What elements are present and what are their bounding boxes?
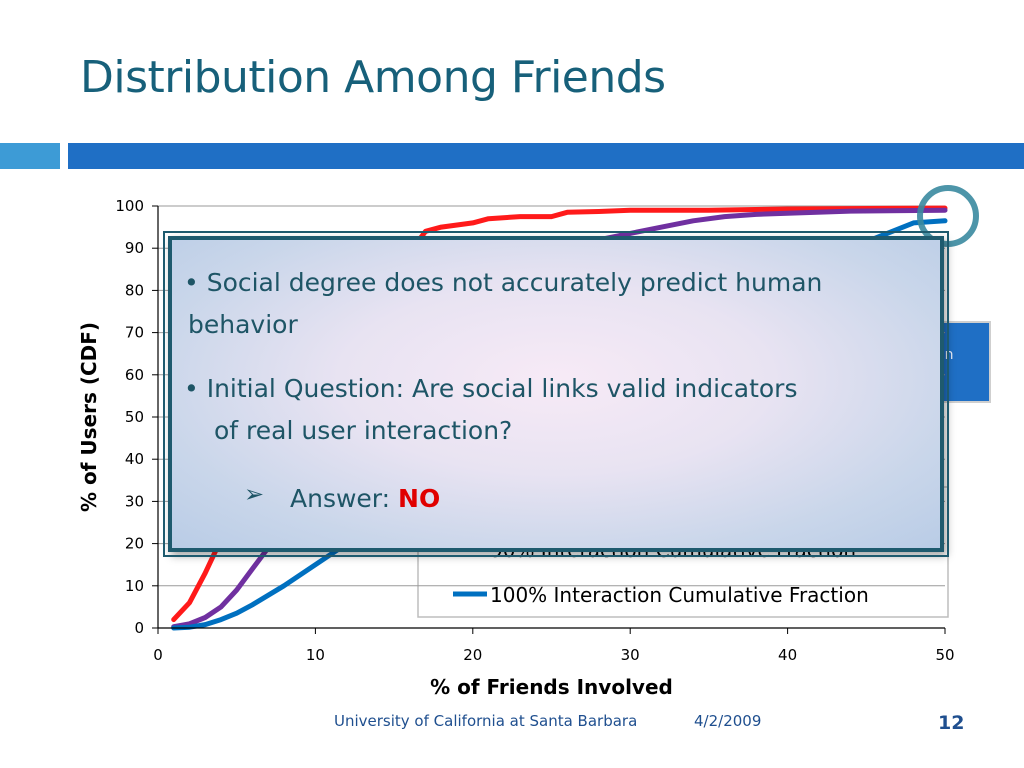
y-tick-label: 100 <box>115 197 144 215</box>
legend-label-blue: 100% Interaction Cumulative Fraction <box>490 583 869 607</box>
bullet-1-text: Social degree does not accurately predic… <box>206 268 823 297</box>
y-tick-label: 30 <box>125 492 144 510</box>
x-axis-title: % of Friends Involved <box>430 675 673 699</box>
x-tick-label: 10 <box>306 646 325 664</box>
x-tick-label: 0 <box>153 646 163 664</box>
callout-box: • Social degree does not accurately pred… <box>163 231 949 557</box>
arrow-bullet-icon: ➢ <box>244 480 265 508</box>
y-tick-label: 10 <box>125 577 144 595</box>
answer-value: NO <box>398 484 441 513</box>
y-tick-label: 80 <box>125 281 144 299</box>
bullet-2-line-1: • Initial Question: Are social links val… <box>184 374 798 403</box>
x-tick-label: 20 <box>463 646 482 664</box>
slide-title: Distribution Among Friends <box>80 52 666 103</box>
y-tick-label: 40 <box>125 450 144 468</box>
y-tick-label: 60 <box>125 366 144 384</box>
y-tick-label: 0 <box>134 619 144 637</box>
x-tick-label: 30 <box>621 646 640 664</box>
bullet-1-line-2: behavior <box>188 310 298 339</box>
bullet-1-line-1: • Social degree does not accurately pred… <box>184 268 823 297</box>
bullet-2-text: Initial Question: Are social links valid… <box>206 374 798 403</box>
x-tick-label: 50 <box>935 646 954 664</box>
y-tick-label: 70 <box>125 324 144 342</box>
y-tick-label: 90 <box>125 239 144 257</box>
y-axis-title: % of Users (CDF) <box>77 322 101 512</box>
header-accent-bar-left <box>0 143 60 169</box>
highlight-ring <box>917 185 979 247</box>
y-tick-label: 50 <box>125 408 144 426</box>
y-tick-label: 20 <box>125 535 144 553</box>
footer-organization: University of California at Santa Barbar… <box>334 712 638 730</box>
x-tick-label: 40 <box>778 646 797 664</box>
bullet-2-line-2: of real user interaction? <box>214 416 513 445</box>
header-accent-bar-right <box>68 143 1024 169</box>
footer-date: 4/2/2009 <box>694 712 762 730</box>
slide-number: 12 <box>938 712 965 734</box>
answer-line: Answer: NO <box>290 484 440 513</box>
answer-label: Answer: <box>290 484 391 513</box>
